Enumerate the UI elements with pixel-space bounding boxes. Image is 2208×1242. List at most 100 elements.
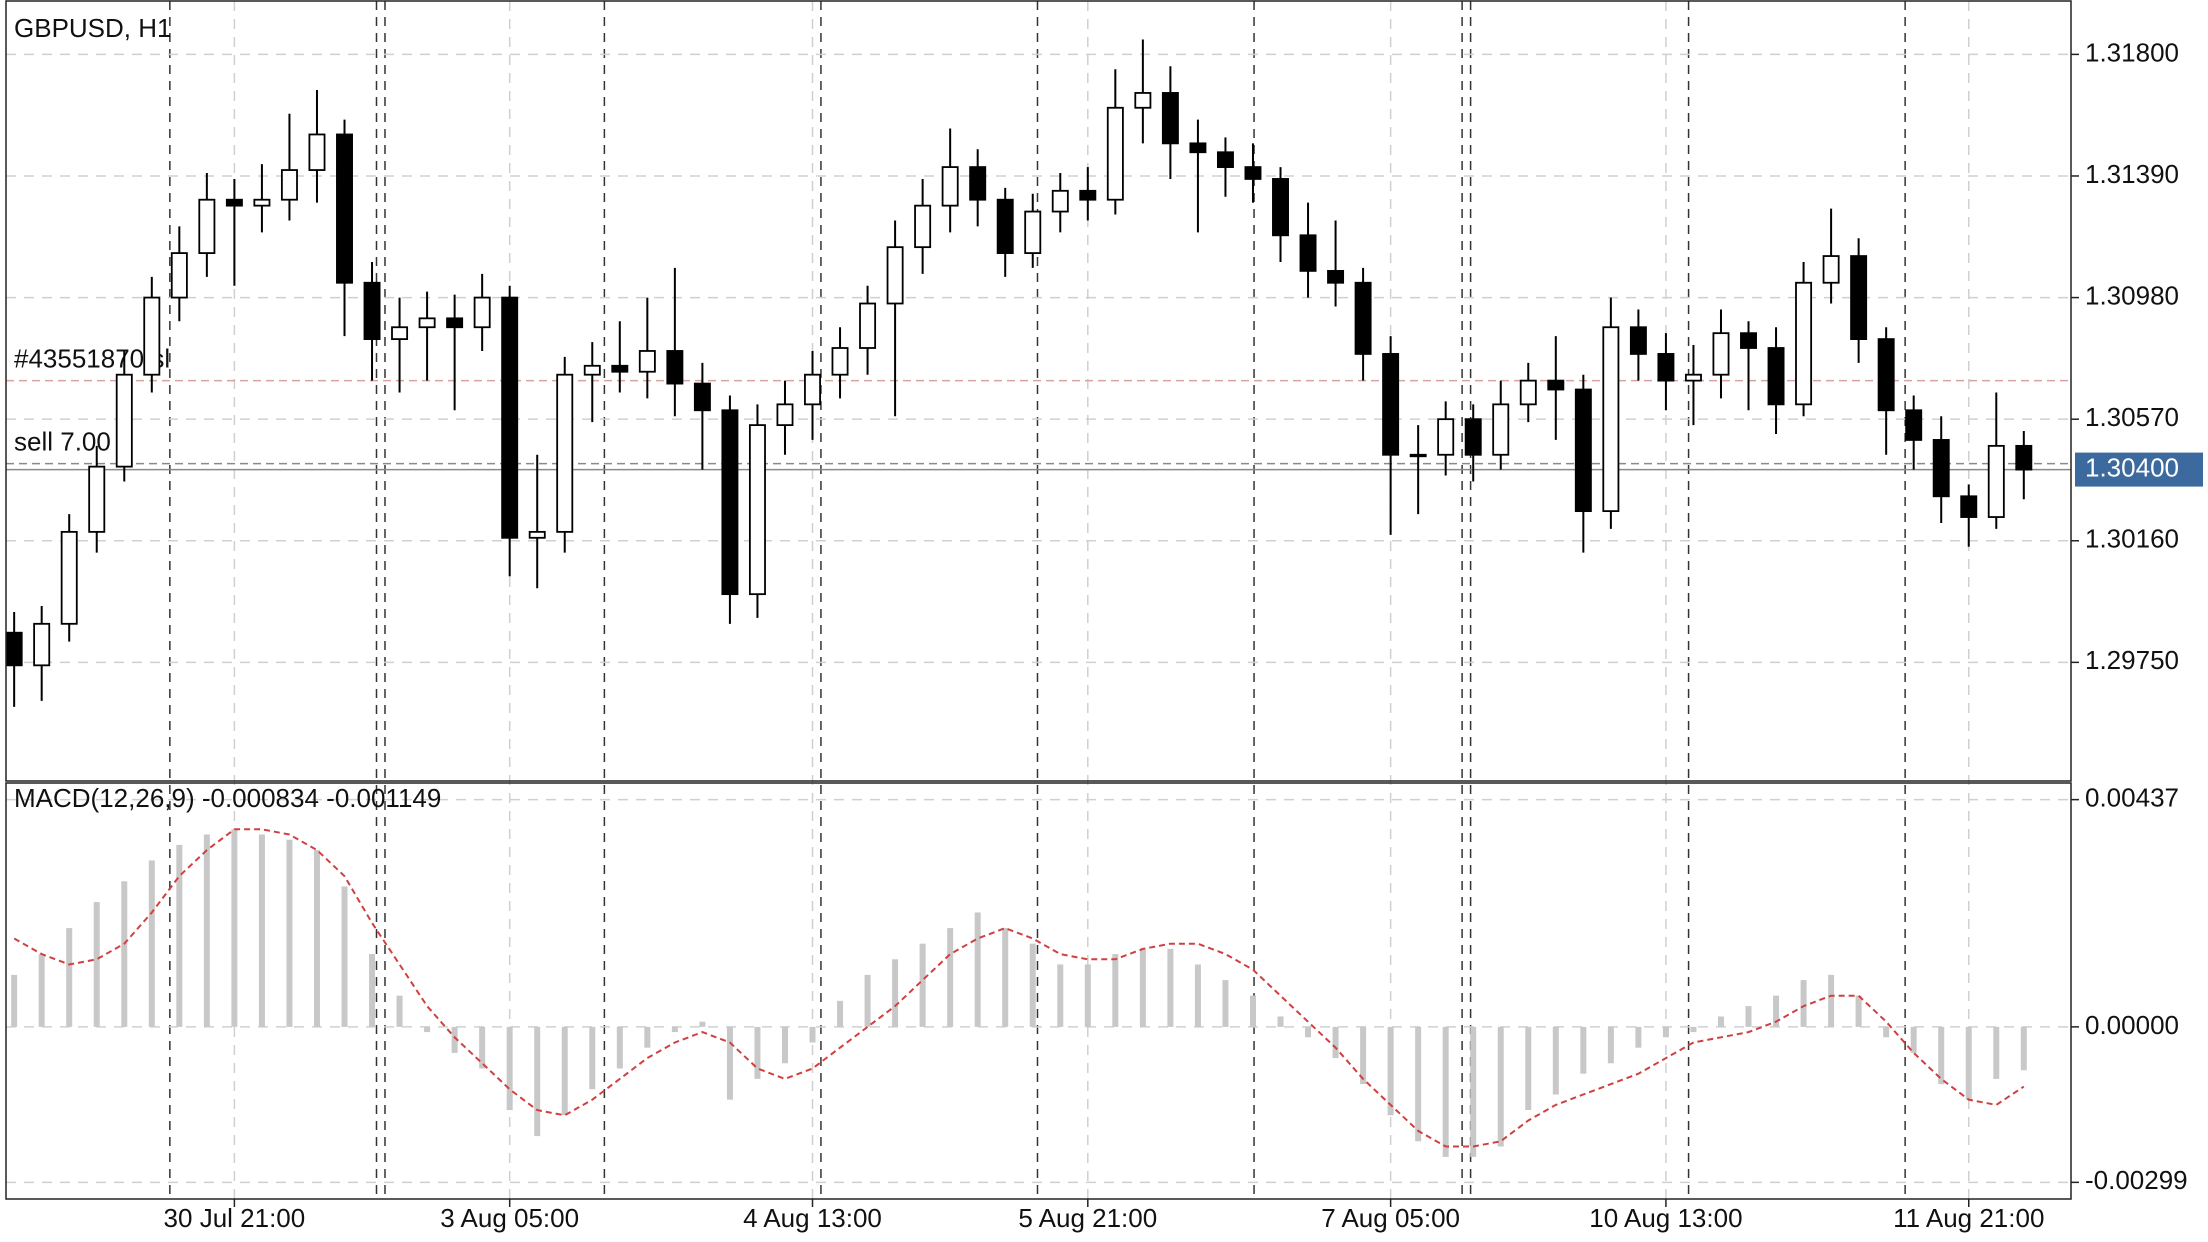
histogram-bar (121, 881, 128, 1027)
histogram-bar (1662, 1026, 1669, 1038)
candle-body (1822, 255, 1840, 284)
candle-body (638, 350, 656, 373)
candle-body (1987, 444, 2005, 518)
x-tick-label: 7 Aug 05:00 (1321, 1203, 1460, 1233)
histogram-bar (837, 1000, 844, 1027)
candle-body (1272, 178, 1289, 237)
histogram-bar (644, 1026, 651, 1048)
candle-body (1547, 379, 1565, 391)
histogram-bar (919, 943, 926, 1027)
candle-body (1134, 92, 1152, 109)
histogram-bar (1828, 974, 1835, 1027)
candle-body (1051, 189, 1069, 213)
candle-body (528, 530, 546, 539)
candle-body (1657, 353, 1675, 382)
candle-body (1244, 166, 1262, 180)
histogram-bar (396, 995, 403, 1027)
histogram-bar (754, 1026, 761, 1079)
histogram-bar (947, 928, 954, 1027)
histogram-bar (1194, 964, 1201, 1027)
histogram-bar (2020, 1026, 2027, 1071)
histogram-bar (369, 954, 376, 1027)
histogram-bar (1277, 1016, 1284, 1027)
candle-body (1437, 418, 1455, 456)
candle-body (1409, 453, 1427, 458)
histogram-bar (616, 1026, 623, 1069)
candle-body (776, 403, 794, 427)
histogram-bar (1690, 1026, 1697, 1033)
candle-body (859, 302, 877, 349)
histogram-bar (148, 860, 155, 1027)
histogram-bar (864, 974, 871, 1027)
histogram-bar (313, 850, 320, 1027)
candle-body (501, 296, 519, 539)
histogram-bar (561, 1026, 568, 1116)
candle-body (60, 530, 78, 625)
candle-body (1189, 142, 1207, 154)
histogram-bar (93, 902, 100, 1027)
candle-body (1629, 326, 1647, 355)
histogram-bar (1635, 1026, 1642, 1048)
candle-body (308, 133, 326, 171)
y-tick-label: 0.00000 (2085, 1010, 2179, 1040)
histogram-bar (809, 1026, 816, 1043)
candle-body (280, 169, 298, 201)
histogram-bar (726, 1026, 733, 1100)
histogram-bar (11, 974, 18, 1027)
plot-layer: 30 Jul 21:00 3 Aug 05:00 4 Aug 13:00 5 Aug … (5, 1, 2203, 1233)
y-tick-label: 1.31390 (2085, 159, 2179, 189)
histogram-bar (781, 1026, 788, 1064)
histogram-bar (66, 928, 73, 1027)
candle-body (556, 373, 574, 533)
y-tick-label: -0.00299 (2085, 1165, 2188, 1195)
histogram-bar (1222, 980, 1229, 1027)
histogram-bar (1993, 1026, 2000, 1079)
candle-body (170, 252, 188, 299)
candle-body (996, 198, 1014, 254)
histogram-bar (479, 1026, 486, 1069)
histogram-bar (1745, 1006, 1752, 1027)
histogram-bar (699, 1021, 706, 1027)
histogram-bar (1552, 1026, 1559, 1095)
histogram-bar (451, 1026, 458, 1053)
y-tick-label: 1.31800 (2085, 37, 2179, 67)
candle-body (804, 373, 821, 406)
y-tick-label: 0.00437 (2085, 783, 2179, 813)
candle-body (1382, 353, 1400, 456)
histogram-bar (1112, 954, 1119, 1027)
candle-body (1024, 210, 1042, 254)
candle-body (1106, 106, 1124, 201)
last-price-label: 1.30400 (2085, 452, 2179, 482)
histogram-bar (1607, 1026, 1614, 1064)
histogram-bar (341, 886, 348, 1027)
candle-body (666, 350, 684, 385)
x-tick-label: 11 Aug 21:00 (1893, 1203, 2044, 1233)
histogram-bar (231, 829, 238, 1027)
histogram-bar (203, 834, 210, 1027)
candle-body (1795, 281, 1813, 406)
candle-body (1079, 189, 1097, 201)
histogram-bar (1773, 995, 1780, 1027)
candle-body (253, 198, 271, 207)
histogram-bar (671, 1026, 678, 1033)
candle-body (363, 281, 381, 340)
histogram-bar (1910, 1026, 1917, 1053)
candle-body (886, 246, 904, 305)
candle-body (5, 631, 23, 667)
candle-body (914, 204, 932, 249)
histogram-bar (1470, 1026, 1477, 1157)
candle-body (1850, 255, 1868, 340)
candle-body (693, 382, 711, 412)
candle-body (1905, 409, 1923, 441)
x-tick-label: 5 Aug 21:00 (1018, 1203, 1157, 1233)
candle-body (721, 409, 739, 596)
y-tick-label: 1.29750 (2085, 645, 2179, 675)
histogram-bar (1084, 964, 1091, 1027)
x-tick-label: 30 Jul 21:00 (164, 1203, 306, 1233)
histogram-bar (1415, 1026, 1422, 1142)
candle-body (391, 326, 409, 340)
histogram-bar (38, 954, 45, 1027)
